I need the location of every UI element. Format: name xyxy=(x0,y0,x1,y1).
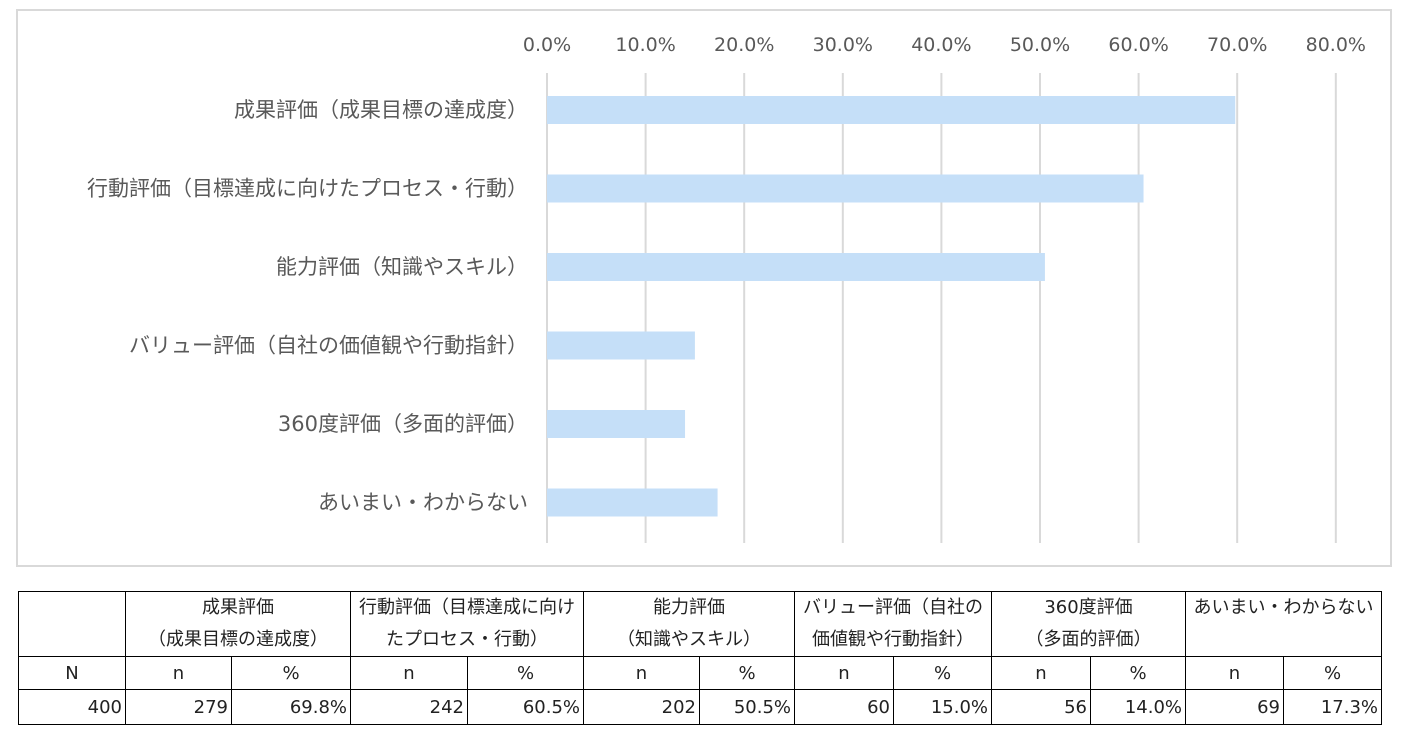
table-sub-pct: % xyxy=(1090,656,1186,690)
category-label: 360度評価（多面的評価） xyxy=(278,412,528,436)
table-cell-pct: 14.0% xyxy=(1090,689,1186,725)
bar xyxy=(547,253,1045,281)
category-label: バリュー評価（自社の価値観や行動指針） xyxy=(129,334,528,358)
table-corner xyxy=(18,591,126,657)
table-cell-n: 69 xyxy=(1185,689,1284,725)
table-sub-n: n xyxy=(991,656,1091,690)
x-tick-label: 10.0% xyxy=(615,34,675,56)
table-cell-pct: 17.3% xyxy=(1283,689,1382,725)
table-sub-n: n xyxy=(125,656,232,690)
table-cell-pct: 50.5% xyxy=(699,689,795,725)
x-tick-label: 40.0% xyxy=(911,34,971,56)
table-total-n: 400 xyxy=(18,689,126,725)
table-group-header: 360度評価 （多面的評価） xyxy=(991,591,1186,657)
table-n-header: N xyxy=(18,656,126,690)
x-tick-label: 0.0% xyxy=(523,34,571,56)
x-tick-label: 50.0% xyxy=(1010,34,1070,56)
table-group-header: 行動評価（目標達成に向け たプロセス・行動） xyxy=(350,591,584,657)
category-label: 成果評価（成果目標の達成度） xyxy=(234,98,528,122)
bar xyxy=(547,488,718,517)
table-cell-n: 56 xyxy=(991,689,1091,725)
bar xyxy=(547,174,1144,203)
category-label: 能力評価（知識やスキル） xyxy=(276,255,528,279)
table-sub-pct: % xyxy=(699,656,795,690)
data-table: 成果評価 （成果目標の達成度） 行動評価（目標達成に向け たプロセス・行動） 能力評… xyxy=(18,591,1382,725)
bar xyxy=(547,331,695,360)
table-group-header: 成果評価 （成果目標の達成度） xyxy=(125,591,351,657)
table-cell-n: 202 xyxy=(583,689,700,725)
x-tick-label: 30.0% xyxy=(813,34,873,56)
x-tick-label: 20.0% xyxy=(714,34,774,56)
category-label: 行動評価（目標達成に向けたプロセス・行動） xyxy=(87,177,528,201)
table-header-row: 成果評価 （成果目標の達成度） 行動評価（目標達成に向け たプロセス・行動） 能力評… xyxy=(18,591,1382,657)
table-cell-n: 60 xyxy=(794,689,894,725)
x-tick-label: 70.0% xyxy=(1207,34,1267,56)
chart-frame: 0.0% 10.0% 20.0% 30.0% 40.0% 50.0% 60.0% 70.0% 8… xyxy=(16,9,1392,567)
table-row: 400 279 69.8% 242 60.5% 202 50.5% 60 15.… xyxy=(18,689,1382,725)
table-sub-n: n xyxy=(350,656,468,690)
table-sub-n: n xyxy=(1185,656,1284,690)
table-cell-pct: 15.0% xyxy=(893,689,992,725)
table-group-header: 能力評価 （知識やスキル） xyxy=(583,591,795,657)
table-cell-n: 242 xyxy=(350,689,468,725)
x-tick-label: 80.0% xyxy=(1306,34,1366,56)
table-group-header: あいまい・わからない xyxy=(1185,591,1382,657)
table-sub-n: n xyxy=(583,656,700,690)
table-sub-pct: % xyxy=(1283,656,1382,690)
table-group-header: バリュー評価（自社の 価値観や行動指針） xyxy=(794,591,992,657)
table-cell-pct: 60.5% xyxy=(467,689,584,725)
table-cell-n: 279 xyxy=(125,689,232,725)
category-label: あいまい・わからない xyxy=(318,491,528,515)
table-subheader-row: N n % n % n % n % n % n % xyxy=(18,656,1382,690)
table-sub-pct: % xyxy=(467,656,584,690)
table-sub-pct: % xyxy=(231,656,351,690)
bar xyxy=(547,96,1236,124)
bar-chart: 0.0% 10.0% 20.0% 30.0% 40.0% 50.0% 60.0% 70.0% 8… xyxy=(87,34,1366,543)
bar xyxy=(547,410,686,438)
table-sub-pct: % xyxy=(893,656,992,690)
table-cell-pct: 69.8% xyxy=(231,689,351,725)
table-sub-n: n xyxy=(794,656,894,690)
x-tick-label: 60.0% xyxy=(1108,34,1168,56)
